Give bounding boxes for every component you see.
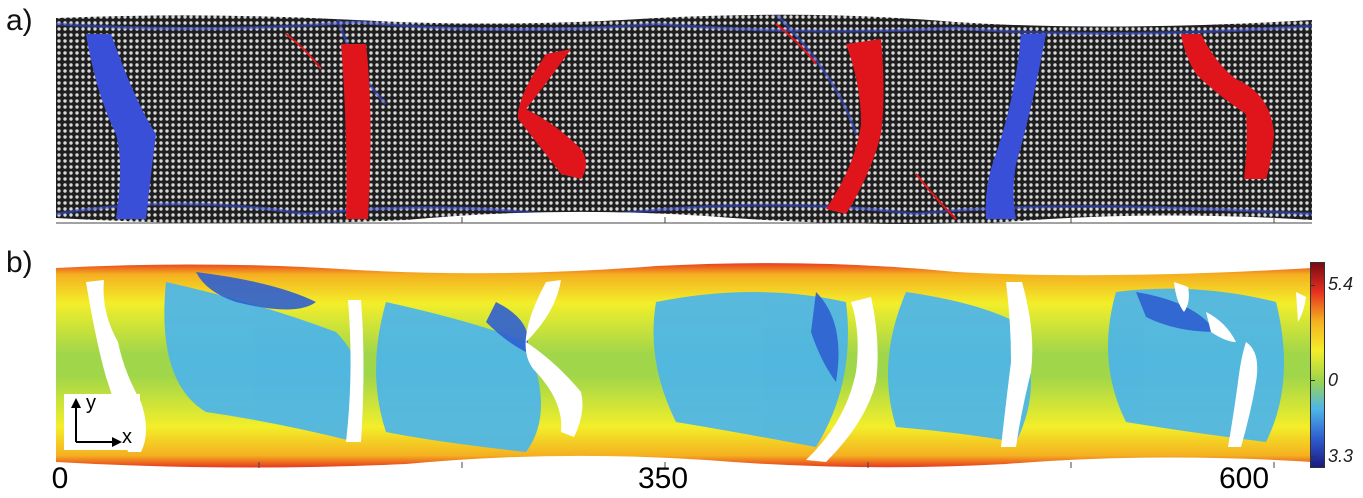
panel-b-color-map [56,262,1312,468]
panel-label-b: b) [6,246,33,279]
blue-boundary-1 [86,34,156,219]
colorbar-tick-top [1310,285,1315,286]
colorbar-tick-bottom [1310,456,1315,457]
panel-label-a: a) [6,4,33,37]
dark-blue-regions [196,272,1216,382]
colorbar-tick-mid [1310,380,1315,381]
colorbar-label-top: 5.4 [1328,274,1354,294]
colorbar [1310,262,1325,468]
x-tick-label-600: 600 [1218,462,1270,495]
colorbar-label-bottom: 3.3 [1328,446,1354,466]
blue-boundary-2 [985,34,1046,219]
axis-letter-x: x [122,426,132,448]
red-boundary-3 [826,39,884,214]
atom-lattice [56,14,1312,224]
axis-letter-y: y [86,392,96,414]
x-tick-label-0: 0 [51,462,69,495]
red-defect-lines [285,23,957,220]
axes-glyph: y x [64,392,140,450]
red-boundary-2 [517,49,586,179]
void-regions [86,280,1306,462]
red-boundary-4 [1181,34,1274,179]
red-boundary-1 [341,44,371,219]
panel-a-atomistic-image [56,14,1312,224]
colorbar-label-mid: 0 [1328,370,1339,390]
x-tick-label-350: 350 [637,462,689,495]
